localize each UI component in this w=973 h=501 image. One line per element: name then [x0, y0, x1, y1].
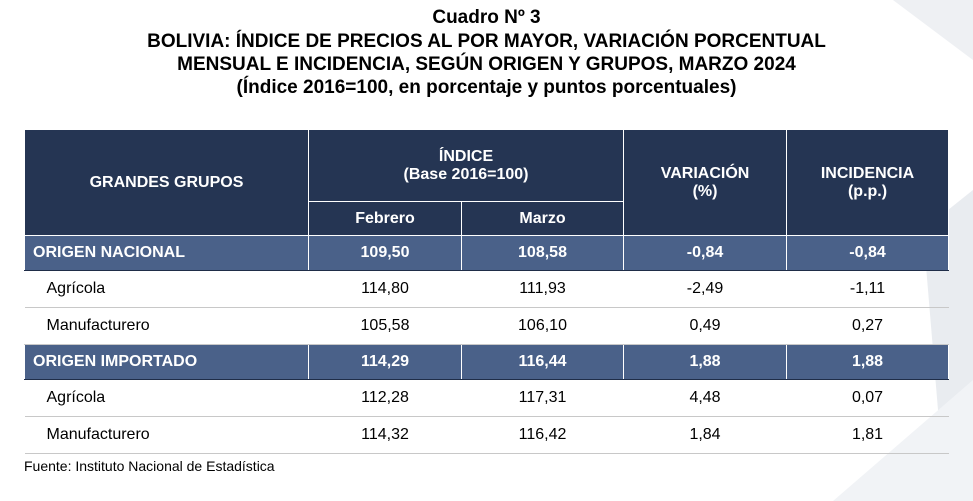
row-march: 116,42 [461, 416, 624, 454]
row-march: 117,31 [461, 379, 624, 417]
row-incidence: 1,88 [786, 344, 950, 380]
title-line-2: BOLIVIA: ÍNDICE DE PRECIOS AL POR MAYOR,… [147, 31, 826, 52]
table-row-origin-importado: ORIGEN IMPORTADO 114,29 116,44 1,88 1,88 [24, 344, 950, 380]
title-line-1: Cuadro Nº 3 [432, 7, 541, 28]
table-title: Cuadro Nº 3 BOLIVIA: ÍNDICE DE PRECIOS A… [0, 6, 973, 99]
header-incidence-label: INCIDENCIA [820, 164, 915, 182]
row-incidence: -1,11 [786, 270, 949, 308]
header-index: ÍNDICE (Base 2016=100) [307, 129, 625, 202]
row-february: 105,58 [308, 307, 462, 345]
row-name: Agrícola [24, 270, 309, 308]
table-row: Manufacturero 105,58 106,10 0,49 0,27 [24, 307, 949, 345]
header-incidence: INCIDENCIA (p.p.) [786, 129, 950, 236]
row-name: ORIGEN IMPORTADO [24, 344, 309, 380]
row-march: 116,44 [460, 344, 625, 380]
row-incidence: -0,84 [786, 235, 950, 271]
header-incidence-unit: (p.p.) [847, 182, 888, 200]
title-line-3: MENSUAL E INCIDENCIA, SEGÚN ORIGEN Y GRU… [177, 54, 796, 75]
row-name: Agrícola [24, 379, 309, 417]
row-march: 111,93 [461, 270, 624, 308]
title-line-4: (Índice 2016=100, en porcentaje y puntos… [236, 77, 737, 98]
table-row: Manufacturero 114,32 116,42 1,84 1,81 [24, 416, 949, 454]
row-february: 112,28 [308, 379, 462, 417]
row-incidence: 1,81 [786, 416, 949, 454]
row-incidence: 0,07 [786, 379, 949, 417]
header-february: Febrero [308, 201, 462, 236]
row-variation: -0,84 [623, 235, 788, 271]
row-name: Manufacturero [24, 416, 309, 454]
row-variation: 1,84 [623, 416, 787, 454]
source-note: Fuente: Instituto Nacional de Estadístic… [24, 458, 275, 474]
row-name: ORIGEN NACIONAL [24, 235, 309, 271]
row-variation: -2,49 [623, 270, 787, 308]
header-index-label: ÍNDICE [438, 147, 494, 165]
header-variation-label: VARIACIÓN [660, 164, 750, 182]
header-variation: VARIACIÓN (%) [623, 129, 788, 236]
row-february: 114,32 [308, 416, 462, 454]
row-march: 108,58 [460, 235, 625, 271]
row-name: Manufacturero [24, 307, 309, 345]
row-variation: 4,48 [623, 379, 787, 417]
row-variation: 0,49 [623, 307, 787, 345]
header-variation-unit: (%) [692, 182, 718, 200]
header-index-base: (Base 2016=100) [403, 165, 529, 183]
price-index-table: GRANDES GRUPOS ÍNDICE (Base 2016=100) VA… [24, 129, 950, 454]
row-variation: 1,88 [623, 344, 788, 380]
header-march: Marzo [460, 201, 625, 236]
row-february: 114,80 [308, 270, 462, 308]
table-row: Agrícola 114,80 111,93 -2,49 -1,11 [24, 270, 949, 308]
row-february: 114,29 [308, 344, 462, 380]
row-incidence: 0,27 [786, 307, 949, 345]
table-row-origin-nacional: ORIGEN NACIONAL 109,50 108,58 -0,84 -0,8… [24, 235, 950, 271]
table-row: Agrícola 112,28 117,31 4,48 0,07 [24, 379, 949, 417]
row-february: 109,50 [308, 235, 462, 271]
header-groups: GRANDES GRUPOS [24, 129, 309, 236]
row-march: 106,10 [461, 307, 624, 345]
